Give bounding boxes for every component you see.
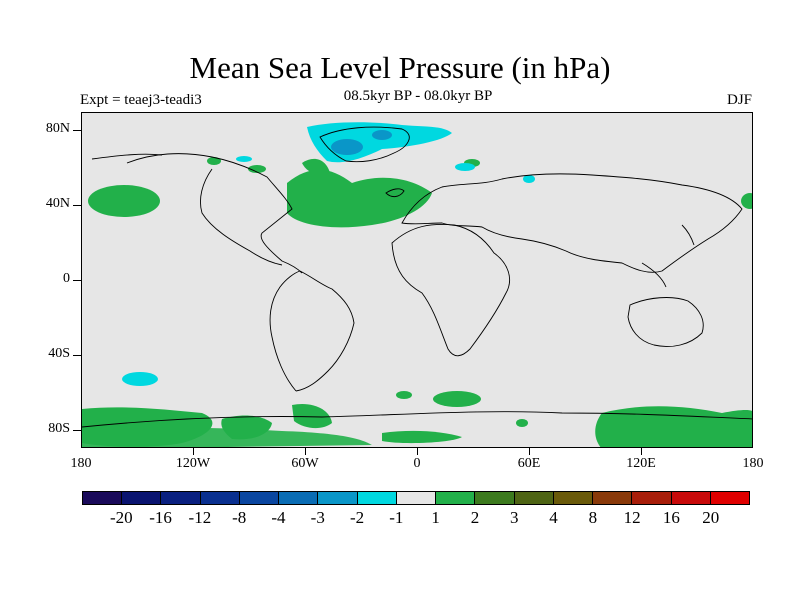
x-tick-label-120w: 120W <box>175 456 211 471</box>
barents-negative <box>455 163 475 171</box>
colorbar-box-15 <box>671 492 711 504</box>
japan-coast <box>681 224 695 246</box>
arctic-negative <box>236 156 252 162</box>
colorbar-box-6 <box>318 492 358 504</box>
greenland-negative <box>307 122 452 163</box>
x-tick-120e <box>641 448 642 455</box>
colorbar-box-4 <box>239 492 280 504</box>
colorbar-label-4: -4 <box>271 508 286 527</box>
southern-ocean-positive-6 <box>595 406 752 447</box>
x-tick-60w <box>305 448 306 455</box>
map-panel <box>81 112 753 448</box>
colorbar-box-13 <box>593 492 633 504</box>
y-tick-40s <box>73 355 81 356</box>
colorbar-box-3 <box>200 492 240 504</box>
greenland-strong-negative <box>331 139 363 155</box>
south-atlantic-positive-2 <box>396 391 412 399</box>
x-tick-label-60e: 60E <box>517 456 541 471</box>
north-america-coast <box>126 153 303 274</box>
hudson-positive <box>302 158 330 175</box>
greenland-coast <box>319 126 410 163</box>
y-tick-label-80s: 80S <box>48 421 70 436</box>
colorbar-box-8 <box>396 492 437 504</box>
colorbar-box-12 <box>553 492 594 504</box>
southeast-asia-islands <box>641 262 667 288</box>
colorbar-box-0 <box>83 492 123 504</box>
colorbar-box-5 <box>279 492 319 504</box>
colorbar-label-0: -20 <box>109 508 133 527</box>
australia-coast <box>627 297 704 347</box>
colorbar <box>82 491 750 505</box>
colorbar-label-3: -8 <box>232 508 247 527</box>
colorbar-box-16 <box>710 492 749 504</box>
north-pacific-positive <box>88 185 160 217</box>
colorbar-label-14: 16 <box>662 508 680 527</box>
y-tick-80s <box>73 430 81 431</box>
y-tick-0 <box>73 280 81 281</box>
colorbar-label-10: 3 <box>509 508 519 527</box>
colorbar-box-14 <box>632 492 672 504</box>
x-tick-120w <box>193 448 194 455</box>
colorbar-label-11: 4 <box>549 508 558 527</box>
southern-ocean-positive-5 <box>516 419 528 427</box>
north-america-west-coast <box>200 168 283 266</box>
colorbar-label-7: -1 <box>389 508 404 527</box>
colorbar-label-8: 1 <box>431 508 440 527</box>
colorbar-label-6: -2 <box>349 508 365 527</box>
colorbar-box-11 <box>514 492 554 504</box>
y-tick-label-40n: 40N <box>45 196 70 211</box>
colorbar-label-1: -16 <box>149 508 172 527</box>
south-pacific-negative <box>122 372 158 386</box>
x-tick-label-180w: 180 <box>70 456 92 471</box>
colorbar-box-9 <box>436 492 476 504</box>
colorbar-box-1 <box>122 492 162 504</box>
y-tick-label-80n: 80N <box>45 121 70 136</box>
x-tick-label-180e: 180 <box>742 456 764 471</box>
experiment-label: Expt = teaej3-teadi3 <box>80 92 202 108</box>
period-label: 08.5kyr BP - 08.0kyr BP <box>343 88 493 104</box>
y-tick-40n <box>73 205 81 206</box>
colorbar-box-10 <box>475 492 515 504</box>
colorbar-box-7 <box>357 492 397 504</box>
colorbar-label-13: 12 <box>623 508 641 527</box>
x-tick-label-120e: 120E <box>626 456 656 471</box>
colorbar-label-15: 20 <box>702 508 720 527</box>
colorbar-label-5: -3 <box>310 508 325 527</box>
pacific-east-positive <box>741 193 752 209</box>
antarctica-coast <box>82 411 752 428</box>
map-svg <box>82 122 752 447</box>
x-tick-0 <box>417 448 418 455</box>
alaska-coast <box>91 153 163 160</box>
arctic-positive-1 <box>207 157 221 165</box>
x-tick-label-60w: 60W <box>291 456 319 471</box>
greenland-strong-negative-2 <box>372 130 392 140</box>
africa-coast <box>391 223 510 357</box>
season-label: DJF <box>726 92 752 108</box>
antarctic-coast-positive <box>82 427 372 447</box>
siberia-negative <box>523 175 535 183</box>
south-america-west-coast <box>269 270 301 392</box>
y-tick-80n <box>73 130 81 131</box>
eurasia-coast <box>401 173 743 273</box>
colorbar-box-2 <box>161 492 201 504</box>
colorbar-label-12: 8 <box>588 508 598 527</box>
x-tick-60e <box>529 448 530 455</box>
y-tick-label-0: 0 <box>63 271 70 286</box>
colorbar-label-9: 2 <box>470 508 480 527</box>
negative-anomaly-regions <box>122 122 535 386</box>
coastlines <box>82 126 752 428</box>
south-atlantic-positive <box>433 391 481 407</box>
y-tick-label-40s: 40S <box>48 346 70 361</box>
north-atlantic-positive <box>287 169 432 228</box>
colorbar-label-2: -12 <box>188 508 212 527</box>
southern-ocean-positive-3 <box>292 403 332 429</box>
chart-title: Mean Sea Level Pressure (in hPa) <box>189 50 611 85</box>
x-tick-label-0: 0 <box>413 456 421 471</box>
positive-anomaly-regions <box>82 157 752 447</box>
british-isles-coast <box>385 188 405 198</box>
south-america-coast <box>295 270 355 392</box>
arctic-positive-2 <box>248 165 266 173</box>
southern-ocean-positive-4 <box>382 430 462 444</box>
